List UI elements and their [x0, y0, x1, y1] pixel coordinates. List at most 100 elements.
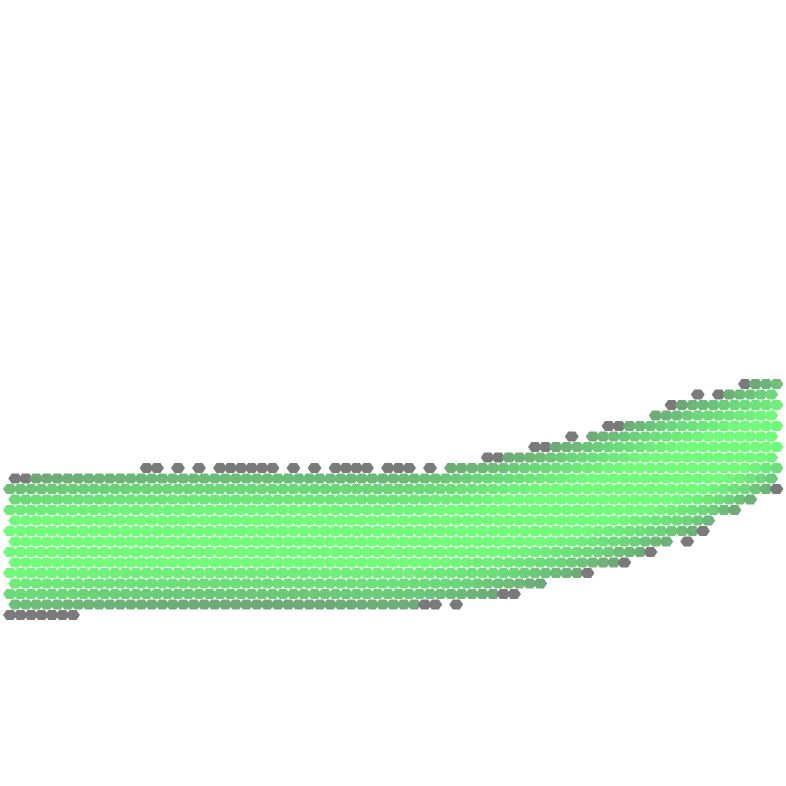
hex-tile[interactable]: [129, 484, 143, 494]
hex-tile[interactable]: [349, 526, 364, 536]
hex-tile[interactable]: [522, 536, 537, 547]
hex-tile[interactable]: [265, 526, 280, 536]
hex-tile[interactable]: [606, 473, 621, 484]
hex-tile[interactable]: [381, 589, 395, 599]
hex-tile[interactable]: [617, 473, 632, 484]
hex-tile[interactable]: [123, 557, 138, 568]
hex-tile[interactable]: [459, 578, 474, 589]
hex-tile[interactable]: [123, 578, 138, 589]
hex-tile[interactable]: [344, 536, 359, 547]
hex-tile[interactable]: [622, 463, 637, 473]
hex-tile[interactable]: [76, 547, 91, 557]
hex-tile[interactable]: [648, 410, 663, 421]
hex-tile[interactable]: [370, 568, 385, 578]
hex-tile[interactable]: [444, 526, 458, 536]
hex-tile[interactable]: [181, 547, 196, 557]
hex-tile[interactable]: [318, 568, 332, 578]
hex-tile[interactable]: [318, 505, 332, 515]
hex-tile[interactable]: [501, 536, 516, 547]
hex-tile[interactable]: [580, 526, 595, 536]
hex-tile[interactable]: [407, 536, 422, 547]
hex-tile[interactable]: [213, 484, 227, 494]
hex-tile[interactable]: [412, 589, 427, 599]
hex-tile[interactable]: [449, 536, 464, 547]
hex-tile[interactable]: [375, 473, 390, 484]
hex-tile[interactable]: [617, 494, 632, 505]
hex-tile[interactable]: [417, 494, 432, 505]
hex-tile[interactable]: [643, 484, 658, 494]
hex-tile[interactable]: [3, 610, 17, 620]
hex-tile[interactable]: [722, 452, 737, 463]
hex-tile[interactable]: [249, 473, 264, 484]
hex-tile[interactable]: [454, 463, 469, 473]
hex-tile[interactable]: [160, 484, 175, 494]
hex-tile[interactable]: [3, 589, 17, 599]
hex-tile[interactable]: [18, 599, 33, 610]
hex-tile[interactable]: [255, 505, 269, 515]
hex-tile[interactable]: [706, 463, 721, 473]
hex-tile[interactable]: [533, 452, 548, 463]
hex-tile[interactable]: [596, 431, 611, 442]
hex-tile[interactable]: [748, 421, 763, 431]
hex-tile[interactable]: [323, 557, 338, 568]
hex-tile[interactable]: [165, 557, 180, 568]
hex-tile[interactable]: [87, 505, 101, 515]
hex-tile[interactable]: [412, 526, 427, 536]
hex-tile[interactable]: [255, 484, 269, 494]
hex-tile[interactable]: [402, 463, 416, 473]
hex-tile[interactable]: [491, 494, 506, 505]
hex-tile[interactable]: [370, 589, 385, 599]
hex-tile[interactable]: [76, 505, 91, 515]
hex-tile[interactable]: [123, 515, 138, 526]
hex-tile[interactable]: [81, 473, 96, 484]
hex-tile[interactable]: [475, 463, 490, 473]
hex-tile[interactable]: [612, 526, 626, 536]
hex-tile[interactable]: [538, 463, 553, 473]
hex-tile[interactable]: [549, 484, 563, 494]
hex-tile[interactable]: [543, 473, 558, 484]
hex-tile[interactable]: [244, 526, 259, 536]
hex-tile[interactable]: [255, 568, 269, 578]
hex-tile[interactable]: [769, 379, 784, 389]
hex-tile[interactable]: [512, 557, 527, 568]
hex-tile[interactable]: [428, 515, 443, 526]
hex-tile[interactable]: [423, 505, 437, 515]
hex-tile[interactable]: [160, 526, 175, 536]
hex-tile[interactable]: [507, 547, 521, 557]
hex-tile[interactable]: [381, 505, 395, 515]
hex-tile[interactable]: [690, 410, 705, 421]
hex-tile[interactable]: [265, 589, 280, 599]
hex-tile[interactable]: [34, 526, 49, 536]
hex-tile[interactable]: [265, 463, 280, 473]
hex-tile[interactable]: [570, 505, 584, 515]
hex-tile[interactable]: [181, 484, 196, 494]
hex-tile[interactable]: [18, 473, 33, 484]
hex-tile[interactable]: [433, 547, 448, 557]
hex-tile[interactable]: [512, 536, 527, 547]
hex-tile[interactable]: [459, 536, 474, 547]
hex-tile[interactable]: [249, 578, 264, 589]
hex-tile[interactable]: [696, 484, 710, 494]
hex-tile[interactable]: [522, 578, 537, 589]
hex-tile[interactable]: [470, 536, 485, 547]
hex-tile[interactable]: [192, 505, 206, 515]
hex-tile[interactable]: [281, 473, 296, 484]
hex-tile[interactable]: [213, 463, 227, 473]
hex-tile[interactable]: [748, 379, 763, 389]
hex-tile[interactable]: [55, 568, 70, 578]
hex-tile[interactable]: [533, 515, 548, 526]
hex-tile[interactable]: [491, 578, 506, 589]
hex-tile[interactable]: [375, 599, 390, 610]
hex-tile[interactable]: [118, 547, 133, 557]
hex-tile[interactable]: [533, 578, 548, 589]
hex-tile[interactable]: [512, 494, 527, 505]
hex-tile[interactable]: [764, 452, 779, 463]
hex-tile[interactable]: [370, 547, 385, 557]
hex-tile[interactable]: [270, 515, 285, 526]
hex-tile[interactable]: [423, 484, 437, 494]
hex-tile[interactable]: [738, 379, 752, 389]
hex-tile[interactable]: [270, 599, 285, 610]
hex-tile[interactable]: [470, 578, 485, 589]
hex-tile[interactable]: [375, 557, 390, 568]
hex-tile[interactable]: [669, 473, 684, 484]
